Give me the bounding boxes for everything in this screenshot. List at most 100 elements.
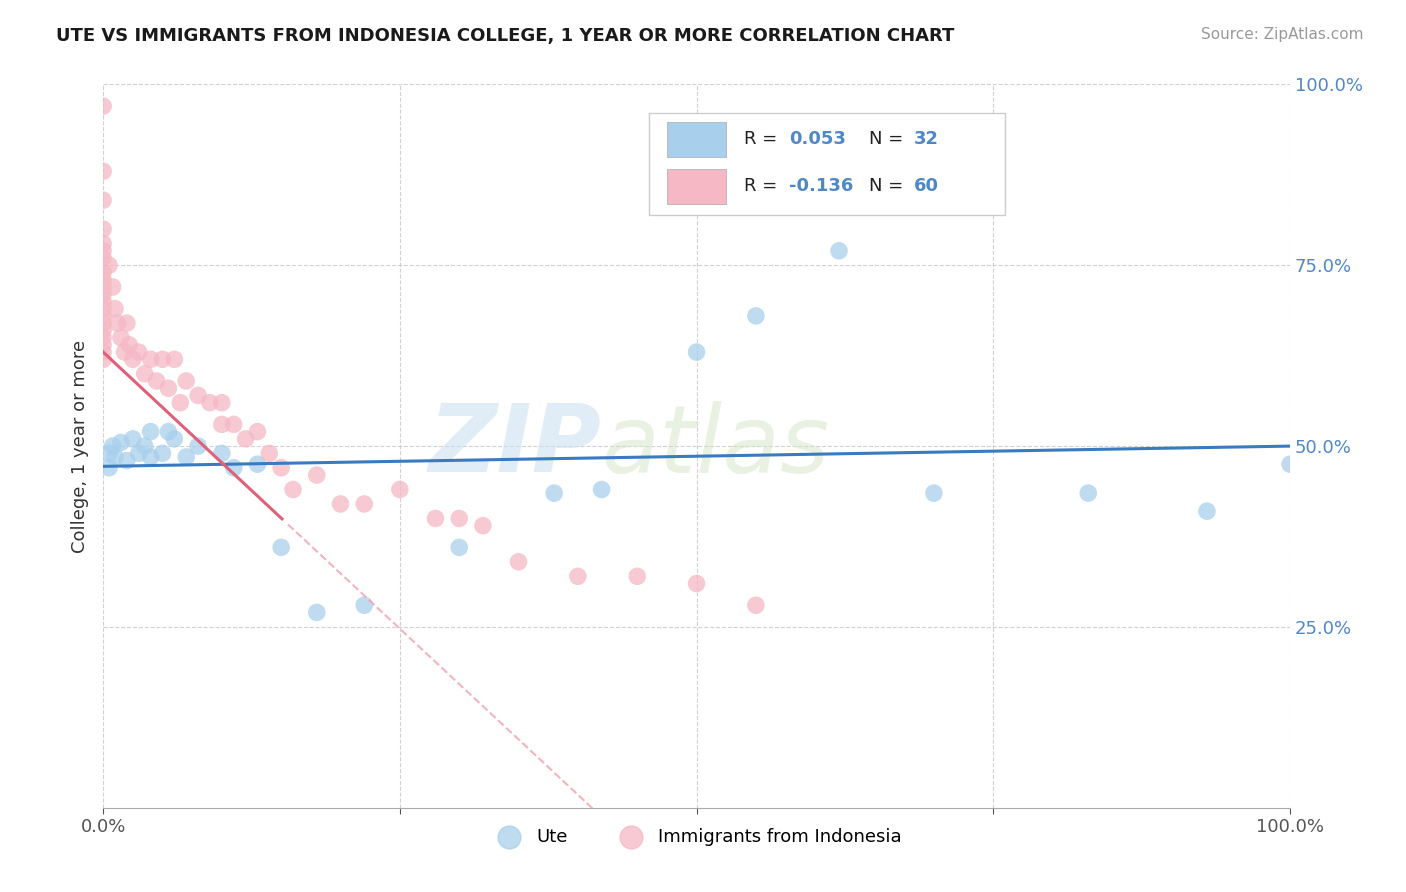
Point — [91, 273, 114, 287]
Point — [471, 518, 494, 533]
Point — [121, 352, 143, 367]
Point — [828, 244, 851, 258]
Point — [246, 425, 269, 439]
Point — [198, 395, 221, 409]
Point — [246, 457, 269, 471]
Point — [1195, 504, 1218, 518]
Point — [110, 330, 132, 344]
Point — [91, 251, 114, 265]
Point — [922, 486, 945, 500]
Text: atlas: atlas — [602, 401, 830, 491]
Point — [128, 446, 150, 460]
Text: R =: R = — [744, 130, 783, 148]
Point — [104, 450, 127, 464]
Legend: Ute, Immigrants from Indonesia: Ute, Immigrants from Indonesia — [484, 821, 910, 853]
Point — [543, 486, 565, 500]
Point — [91, 352, 114, 367]
Point — [134, 439, 156, 453]
Point — [110, 435, 132, 450]
Text: N =: N = — [869, 130, 908, 148]
Text: Source: ZipAtlas.com: Source: ZipAtlas.com — [1201, 27, 1364, 42]
Point — [145, 374, 167, 388]
Point — [685, 345, 707, 359]
Point — [626, 569, 648, 583]
Point — [508, 555, 530, 569]
Point — [91, 193, 114, 207]
Point — [157, 381, 180, 395]
Point — [222, 417, 245, 432]
Text: R =: R = — [744, 178, 783, 195]
Y-axis label: College, 1 year or more: College, 1 year or more — [72, 340, 89, 553]
Point — [91, 323, 114, 337]
FancyBboxPatch shape — [650, 113, 1005, 215]
Point — [163, 352, 186, 367]
Point — [157, 425, 180, 439]
Point — [101, 439, 124, 453]
Point — [139, 352, 162, 367]
Point — [115, 316, 138, 330]
Point — [222, 460, 245, 475]
Point — [91, 301, 114, 316]
Point — [91, 164, 114, 178]
Point — [152, 352, 174, 367]
Point — [91, 345, 114, 359]
Point — [134, 367, 156, 381]
Point — [139, 425, 162, 439]
Point — [128, 345, 150, 359]
Point — [187, 439, 209, 453]
Text: 0.053: 0.053 — [789, 130, 846, 148]
Point — [270, 541, 292, 555]
Point — [91, 280, 114, 294]
Point — [305, 606, 328, 620]
Point — [211, 446, 233, 460]
Point — [305, 468, 328, 483]
Point — [105, 316, 128, 330]
Point — [91, 99, 114, 113]
Point — [567, 569, 589, 583]
Point — [98, 446, 121, 460]
Point — [98, 460, 121, 475]
Text: ZIP: ZIP — [429, 401, 602, 492]
Text: 32: 32 — [914, 130, 939, 148]
Point — [163, 432, 186, 446]
Point — [353, 599, 375, 613]
Point — [745, 599, 768, 613]
Point — [329, 497, 352, 511]
Point — [115, 453, 138, 467]
Point — [91, 287, 114, 301]
Text: UTE VS IMMIGRANTS FROM INDONESIA COLLEGE, 1 YEAR OR MORE CORRELATION CHART: UTE VS IMMIGRANTS FROM INDONESIA COLLEGE… — [56, 27, 955, 45]
Text: -0.136: -0.136 — [789, 178, 853, 195]
Point — [118, 338, 141, 352]
Point — [449, 511, 471, 525]
Point — [91, 330, 114, 344]
Point — [449, 541, 471, 555]
Point — [91, 265, 114, 279]
Point — [121, 432, 143, 446]
Point — [91, 294, 114, 309]
Point — [91, 338, 114, 352]
Point — [1279, 457, 1302, 471]
Bar — [666, 122, 727, 157]
Point — [211, 395, 233, 409]
Point — [169, 395, 191, 409]
Point — [187, 388, 209, 402]
Point — [98, 258, 121, 272]
Point — [235, 432, 257, 446]
Point — [91, 244, 114, 258]
Point — [353, 497, 375, 511]
Bar — [666, 169, 727, 203]
Point — [91, 309, 114, 323]
Point — [259, 446, 281, 460]
Point — [174, 450, 197, 464]
Point — [388, 483, 411, 497]
Point — [91, 222, 114, 236]
Point — [425, 511, 447, 525]
Text: N =: N = — [869, 178, 908, 195]
Point — [114, 345, 136, 359]
Point — [270, 460, 292, 475]
Point — [104, 301, 127, 316]
Point — [211, 417, 233, 432]
Point — [152, 446, 174, 460]
Text: 60: 60 — [914, 178, 939, 195]
Point — [91, 236, 114, 251]
